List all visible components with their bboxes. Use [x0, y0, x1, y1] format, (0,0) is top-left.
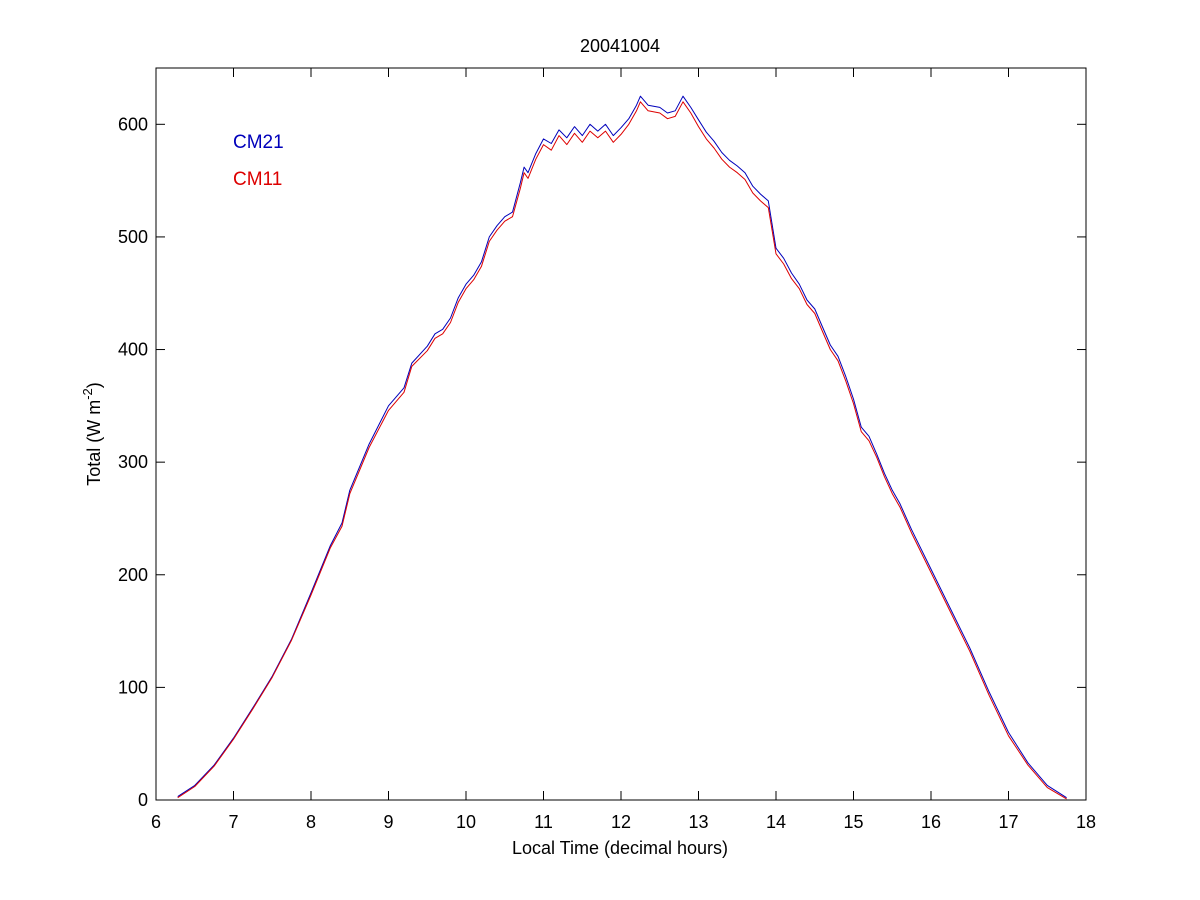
x-axis-label: Local Time (decimal hours) [512, 838, 728, 858]
legend-entry-cm21: CM21 [233, 132, 284, 153]
y-tick-label-600: 600 [118, 114, 148, 134]
legend: CM21 CM11 [233, 132, 284, 190]
y-tick-label-0: 0 [138, 790, 148, 810]
chart-title: 20041004 [580, 36, 660, 56]
legend-entry-cm11: CM11 [233, 169, 282, 190]
x-tick-label-9: 9 [383, 812, 393, 832]
x-tick-label-11: 11 [534, 812, 553, 832]
x-axis-ticks: 6 7 8 9 10 11 12 13 14 15 16 17 18 [151, 68, 1096, 832]
series-layer [177, 95, 1067, 800]
x-tick-label-13: 13 [688, 812, 708, 832]
series-line-cm11 [177, 101, 1067, 800]
y-axis-ticks: 0 100 200 300 400 500 600 [118, 114, 1086, 810]
x-tick-label-7: 7 [228, 812, 238, 832]
y-axis-label-superscript: -2 [80, 388, 95, 400]
x-tick-label-15: 15 [843, 812, 863, 832]
x-tick-label-10: 10 [456, 812, 476, 832]
y-axis-label-close: ) [84, 382, 104, 388]
y-tick-label-500: 500 [118, 227, 148, 247]
y-tick-label-200: 200 [118, 565, 148, 585]
y-tick-label-100: 100 [118, 677, 148, 697]
x-tick-label-18: 18 [1076, 812, 1096, 832]
x-tick-label-12: 12 [611, 812, 631, 832]
x-tick-label-17: 17 [998, 812, 1018, 832]
x-tick-label-14: 14 [766, 812, 786, 832]
y-tick-label-400: 400 [118, 340, 148, 360]
y-axis-label: Total (W m-2) [80, 382, 104, 486]
x-tick-label-8: 8 [306, 812, 316, 832]
plot-area: 6 7 8 9 10 11 12 13 14 15 16 17 18 01002003004005006… [118, 67, 1096, 832]
x-tick-label-16: 16 [921, 812, 941, 832]
x-tick-label-6: 6 [151, 812, 161, 832]
y-tick-label-300: 300 [118, 452, 148, 472]
y-axis-label-main: Total (W m [84, 400, 104, 486]
plot-frame [155, 67, 1087, 801]
series-line-cm21 [177, 95, 1067, 799]
